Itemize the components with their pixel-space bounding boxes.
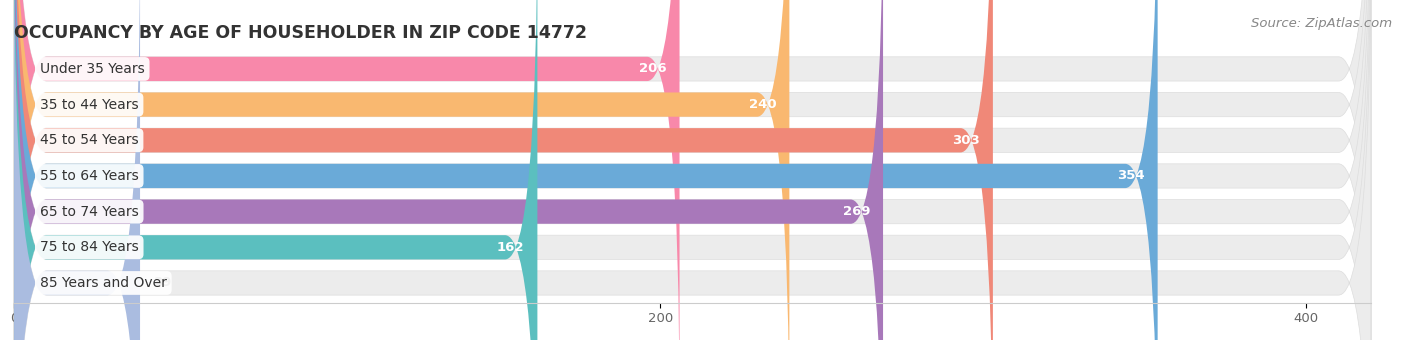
FancyBboxPatch shape xyxy=(14,0,789,340)
FancyBboxPatch shape xyxy=(14,0,141,340)
Text: 354: 354 xyxy=(1118,169,1144,183)
FancyBboxPatch shape xyxy=(14,0,1371,340)
Text: 303: 303 xyxy=(952,134,980,147)
Text: 55 to 64 Years: 55 to 64 Years xyxy=(39,169,139,183)
Text: Under 35 Years: Under 35 Years xyxy=(39,62,145,76)
Text: 206: 206 xyxy=(638,63,666,75)
FancyBboxPatch shape xyxy=(14,0,883,340)
Text: 162: 162 xyxy=(496,241,524,254)
Text: 65 to 74 Years: 65 to 74 Years xyxy=(39,205,139,219)
FancyBboxPatch shape xyxy=(14,0,1371,340)
Text: 85 Years and Over: 85 Years and Over xyxy=(39,276,167,290)
Text: 240: 240 xyxy=(749,98,776,111)
Text: 39: 39 xyxy=(153,276,172,289)
FancyBboxPatch shape xyxy=(14,0,1371,340)
FancyBboxPatch shape xyxy=(14,0,1371,340)
FancyBboxPatch shape xyxy=(14,0,1371,340)
Text: Source: ZipAtlas.com: Source: ZipAtlas.com xyxy=(1251,17,1392,30)
FancyBboxPatch shape xyxy=(14,0,1157,340)
Text: 45 to 54 Years: 45 to 54 Years xyxy=(39,133,139,147)
FancyBboxPatch shape xyxy=(14,0,1371,340)
FancyBboxPatch shape xyxy=(14,0,1371,340)
FancyBboxPatch shape xyxy=(14,0,993,340)
Text: OCCUPANCY BY AGE OF HOUSEHOLDER IN ZIP CODE 14772: OCCUPANCY BY AGE OF HOUSEHOLDER IN ZIP C… xyxy=(14,24,588,42)
FancyBboxPatch shape xyxy=(14,0,679,340)
Text: 75 to 84 Years: 75 to 84 Years xyxy=(39,240,139,254)
Text: 35 to 44 Years: 35 to 44 Years xyxy=(39,98,139,112)
FancyBboxPatch shape xyxy=(14,0,537,340)
Text: 269: 269 xyxy=(842,205,870,218)
